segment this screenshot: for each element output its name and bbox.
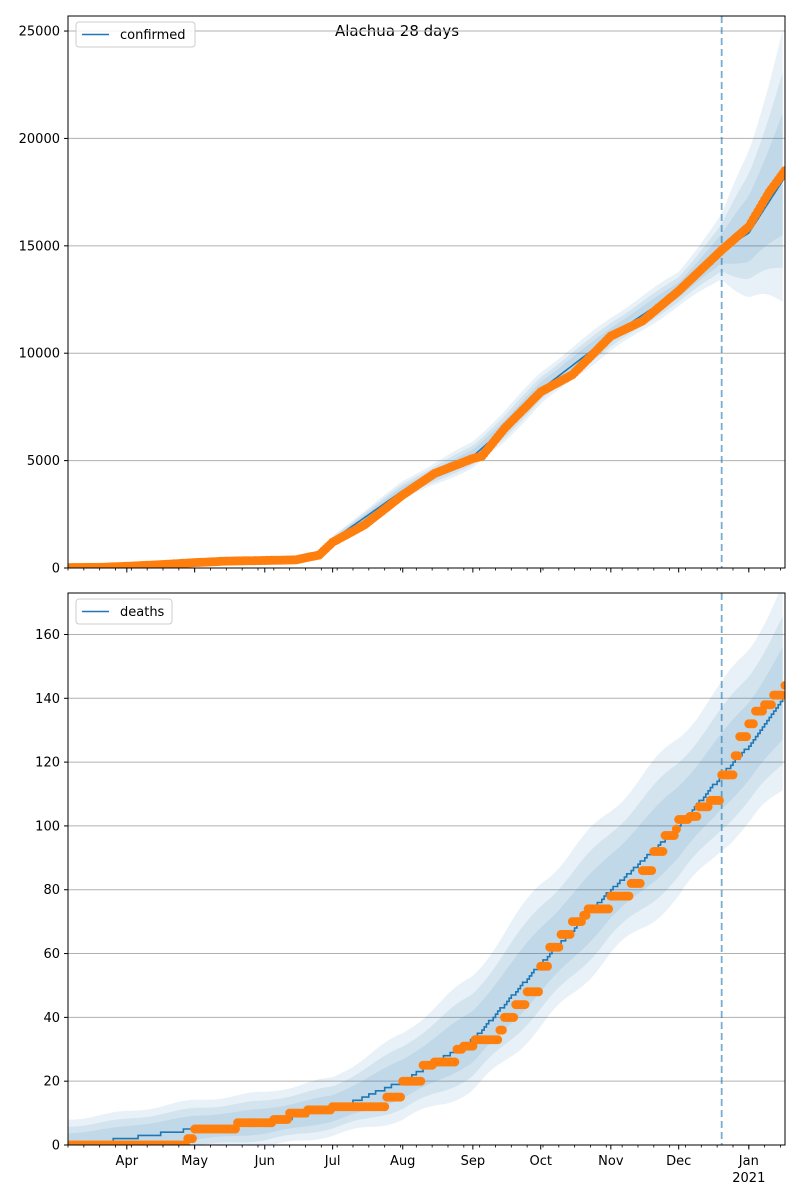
observed-point [658,847,668,856]
observed-point [543,961,552,971]
axes-frame [67,592,786,1146]
observed-point [671,824,681,834]
observed-point [450,1057,460,1067]
legend-label: confirmed [120,28,186,43]
y-tick-label: 100 [35,819,60,834]
observed-point [493,1035,503,1045]
observed-point [187,1134,197,1144]
observed-point [565,929,575,939]
observed-point [520,1000,530,1010]
observed-point [396,1092,405,1102]
observed-point [733,751,742,761]
y-tick-label: 20 [43,1075,60,1090]
observed-point [714,795,724,805]
observed-point [497,1025,507,1035]
x-tick-label: Dec [666,1154,691,1169]
observed-points [68,166,785,568]
y-tick-label: 5000 [27,454,60,469]
y-tick-label: 20000 [19,132,60,147]
y-tick-label: 15000 [19,239,60,254]
observed-point [624,891,634,901]
observed-point [604,904,614,914]
x-tick-label: Oct [529,1154,551,1169]
observed-point [416,1076,426,1086]
confirmed-panel: 0 5000 10000 15000 20000 25000 confirmed [19,15,786,577]
confidence-band-1 [68,30,783,568]
y-tick-label: 160 [35,628,60,643]
x-tick-year-label: 2021 [732,1171,765,1186]
y-tick-label: 25000 [19,25,60,40]
observed-point [778,690,785,700]
observed-point [509,1012,519,1022]
x-tick-label: Jun [254,1154,275,1169]
observed-point [766,700,776,710]
x-tick-label: Nov [598,1154,624,1169]
observed-point [780,681,785,690]
legend-box [75,21,196,48]
x-tick-label: Jan [738,1154,759,1169]
observed-point [647,866,657,876]
observed-point [728,770,738,780]
y-tick-label: 80 [43,883,60,898]
observed-point [748,719,758,729]
confidence-band-3 [68,647,783,1145]
observed-points [68,681,785,1145]
observed-point [692,811,702,821]
y-tick-label: 10000 [19,347,60,362]
observed-point [742,732,751,742]
legend-label: deaths [120,605,165,620]
y-tick-label: 60 [43,947,60,962]
observed-point [554,942,564,952]
x-tick-label: Sep [461,1154,486,1169]
x-tick-label: Apr [116,1154,139,1169]
y-tick-label: 140 [35,692,60,707]
observed-point [780,166,785,176]
legend-box [75,598,173,625]
y-tick-label: 0 [52,562,60,577]
x-tick-label: Aug [390,1154,415,1169]
y-tick-label: 0 [52,1139,60,1154]
x-tick-label: Jul [324,1154,341,1169]
y-tick-label: 40 [43,1011,60,1026]
deaths-panel: 0 20 40 60 80 100 120 140 160 Apr May Jun Jul Aug Sep O… [35,592,786,1186]
y-tick-label: 120 [35,756,60,771]
observed-point [635,878,645,888]
axes-frame [67,15,786,569]
observed-point [380,1102,390,1112]
observed-point [534,987,543,997]
x-tick-label: May [181,1154,208,1169]
